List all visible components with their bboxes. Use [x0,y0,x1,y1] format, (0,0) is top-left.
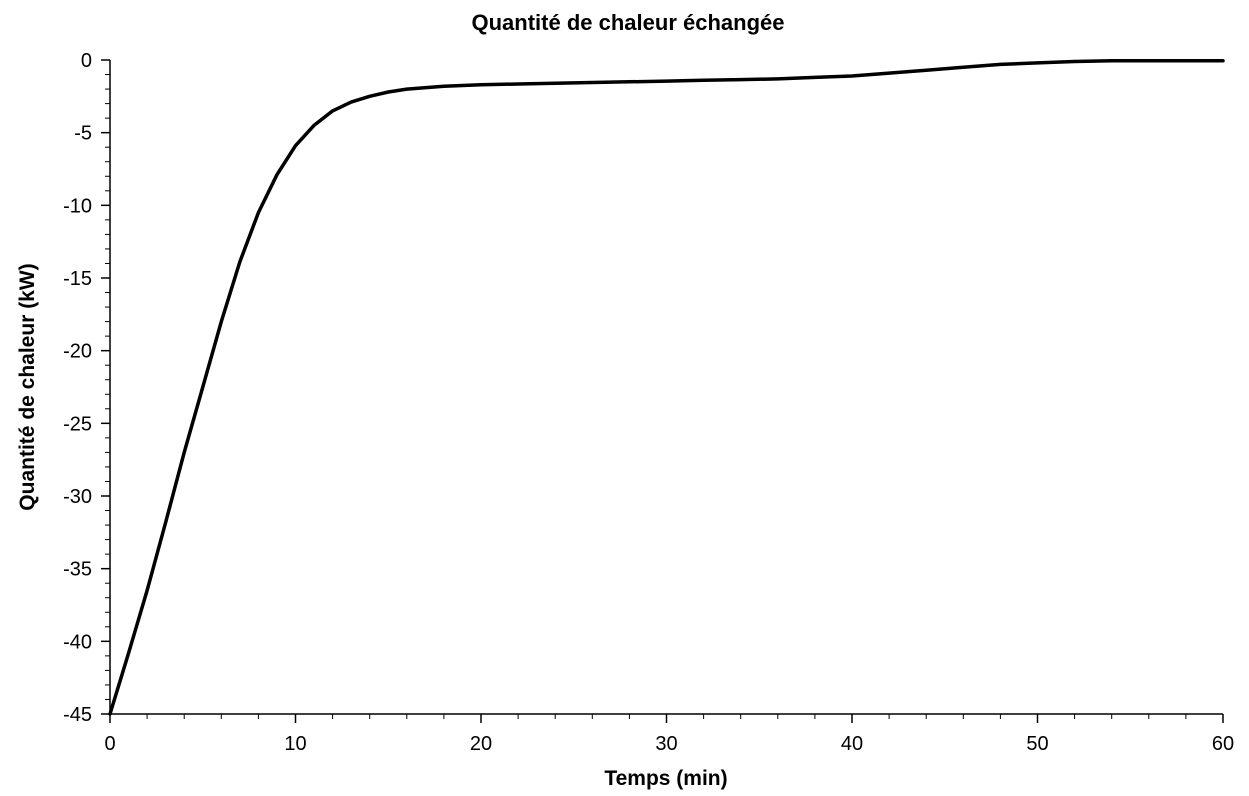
y-tick-label-4: -20 [63,341,92,363]
plot-area: 0 10 20 30 40 50 60 0 -5 -10 -15 -20 -25 -30 -35 -40 -45 [63,50,1234,755]
x-tick-label-6: 60 [1212,733,1234,755]
x-tick-label-3: 30 [655,733,677,755]
series-line-0 [108,58,1225,716]
y-tick-label-1: -5 [74,123,92,145]
y-tick-label-0: 0 [81,50,92,72]
x-tick-label-4: 40 [841,733,863,755]
y-tick-label-2: -10 [63,195,92,217]
y-tick-label-5: -25 [63,413,92,435]
y-tick-label-6: -30 [63,486,92,508]
y-tick-label-8: -40 [63,631,92,653]
y-tick-label-3: -15 [63,268,92,290]
x-tick-label-2: 20 [470,733,492,755]
x-tick-label-1: 10 [284,733,306,755]
x-tick-label-5: 50 [1026,733,1048,755]
chart-title: Quantité de chaleur échangée [472,10,785,35]
x-axis-label: Temps (min) [604,767,727,790]
y-axis-label: Quantité de chaleur (kW) [16,263,39,510]
y-tick-label-9: -45 [63,704,92,726]
y-tick-label-7: -35 [63,559,92,581]
x-tick-label-0: 0 [104,733,115,755]
